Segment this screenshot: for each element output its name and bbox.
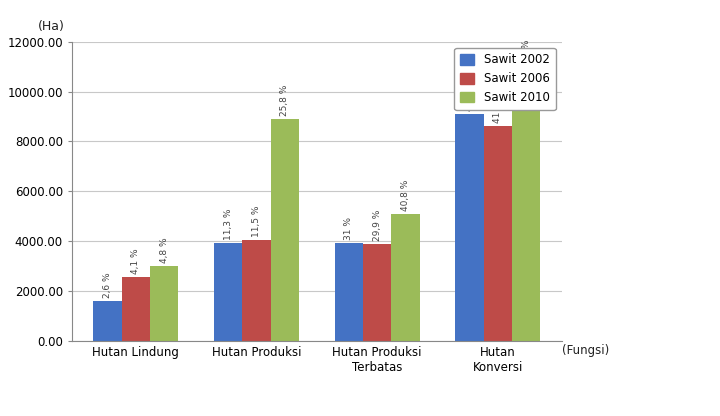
Text: 31 %: 31 %	[344, 217, 354, 240]
Text: 44 %: 44 %	[465, 88, 474, 111]
Text: 41 %: 41 %	[493, 101, 503, 124]
Legend: Sawit 2002, Sawit 2006, Sawit 2010: Sawit 2002, Sawit 2006, Sawit 2010	[454, 47, 556, 110]
Text: 40,8 %: 40,8 %	[401, 179, 410, 211]
Text: 2,6 %: 2,6 %	[103, 272, 112, 298]
Bar	[150, 266, 179, 341]
Bar	[94, 301, 122, 341]
Text: 25,8 %: 25,8 %	[280, 84, 289, 116]
Bar	[214, 243, 243, 341]
Text: 4,1 %: 4,1 %	[131, 249, 140, 275]
Bar	[455, 114, 484, 341]
Bar	[512, 74, 540, 341]
Bar	[122, 277, 150, 341]
Bar	[271, 119, 299, 341]
Bar	[484, 126, 512, 341]
Text: 11,3 %: 11,3 %	[224, 208, 233, 240]
Bar	[243, 240, 271, 341]
Text: (Ha): (Ha)	[37, 20, 65, 32]
Bar	[391, 214, 420, 341]
Text: 11,5 %: 11,5 %	[252, 206, 261, 237]
Text: (Fungsi): (Fungsi)	[562, 344, 609, 357]
Text: 29,9 %: 29,9 %	[373, 209, 382, 241]
Bar	[363, 244, 391, 341]
Text: 51,6 %: 51,6 %	[521, 40, 531, 71]
Text: 4,8 %: 4,8 %	[160, 238, 168, 263]
Bar	[335, 243, 363, 341]
